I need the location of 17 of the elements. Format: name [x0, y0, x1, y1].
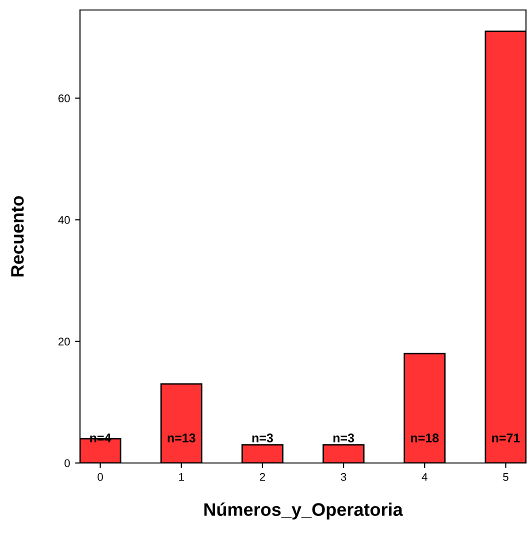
- y-tick-label: 20: [58, 338, 70, 346]
- x-tick-label: 5: [503, 473, 508, 481]
- x-tick-label: 3: [340, 473, 346, 481]
- data-label: n=3: [333, 433, 354, 442]
- data-label: n=18: [411, 433, 439, 442]
- data-label: n=3: [252, 433, 273, 442]
- y-tick-label: 40: [58, 216, 70, 224]
- x-tick-label: 0: [98, 473, 103, 481]
- data-label: n=71: [492, 434, 520, 442]
- x-tick-label: 1: [179, 473, 184, 481]
- data-label: n=13: [168, 433, 196, 442]
- x-tick-label: 4: [422, 473, 428, 481]
- y-tick-label: 0: [64, 459, 70, 468]
- x-tick-label: 2: [260, 473, 265, 481]
- y-tick-label: 60: [58, 94, 70, 102]
- x-axis-title: Números_y_Operatoria: [204, 502, 403, 520]
- y-axis-title: Recuento: [11, 196, 24, 276]
